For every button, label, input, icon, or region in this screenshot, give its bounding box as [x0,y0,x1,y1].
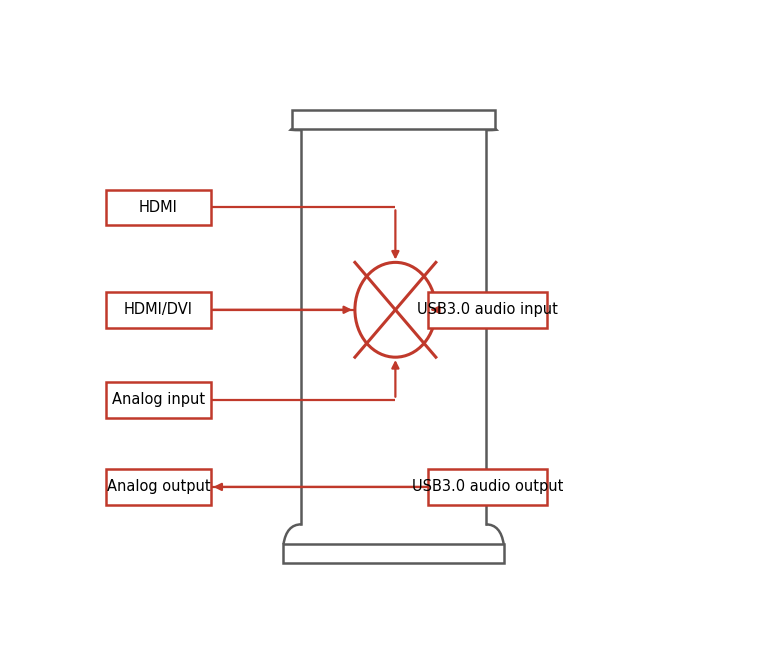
Text: HDMI: HDMI [139,200,178,215]
FancyBboxPatch shape [428,469,547,505]
FancyBboxPatch shape [107,469,210,505]
Text: HDMI/DVI: HDMI/DVI [124,302,193,318]
FancyBboxPatch shape [107,189,210,226]
FancyBboxPatch shape [107,382,210,417]
FancyBboxPatch shape [428,292,547,328]
Text: USB3.0 audio output: USB3.0 audio output [412,480,564,494]
Ellipse shape [355,262,436,357]
Text: Analog input: Analog input [112,392,205,407]
FancyBboxPatch shape [283,544,504,563]
FancyBboxPatch shape [293,110,495,129]
FancyBboxPatch shape [107,292,210,328]
Text: Analog output: Analog output [107,480,210,494]
Text: USB3.0 audio input: USB3.0 audio input [417,302,558,318]
